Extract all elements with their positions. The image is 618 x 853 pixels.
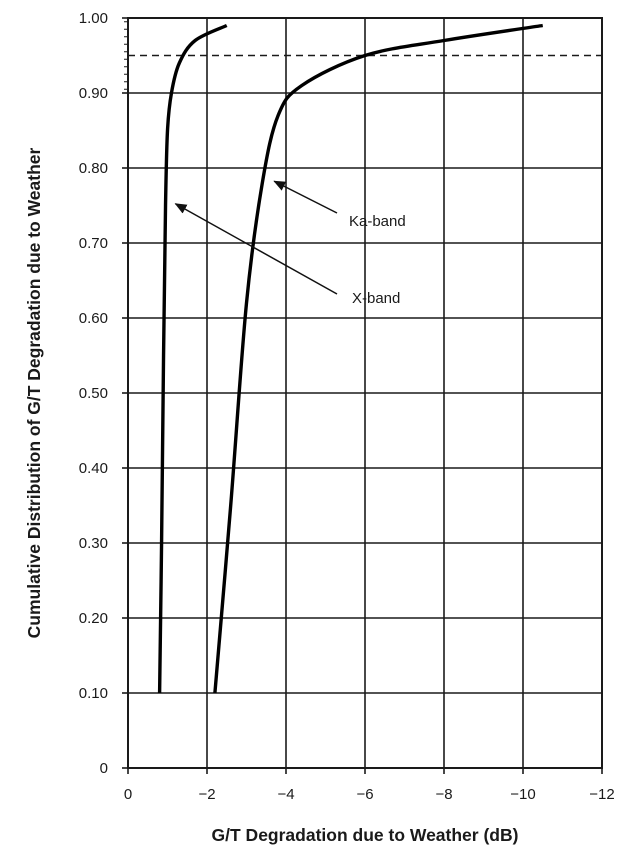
ticks (122, 17, 603, 774)
x-tick-label: −2 (198, 786, 215, 803)
x-tick-label: 0 (124, 786, 132, 803)
x-band-line (157, 23, 228, 694)
tick-labels: 0 −2 −4 −6 −8 −10 −12 0 0.10 0.20 0.30 0.40 0.50 0.60… (79, 10, 615, 803)
y-tick-label: 0.20 (79, 610, 108, 627)
plot-frame (127, 17, 603, 769)
y-tick-label: 0 (100, 760, 108, 777)
ka-band-arrow (273, 180, 338, 214)
y-tick-label: 0.30 (79, 535, 108, 552)
x-band-arrow (174, 203, 338, 295)
y-tick-label: 0.60 (79, 310, 108, 327)
y-axis-title: Cumulative Distribution of G/T Degradati… (24, 147, 44, 638)
annotations: Ka-band X-band (174, 180, 406, 307)
x-tick-label: −10 (510, 786, 535, 803)
y-tick-label: 0.50 (79, 385, 108, 402)
x-tick-label: −6 (356, 786, 373, 803)
series-group (157, 23, 544, 694)
x-tick-label: −4 (277, 786, 294, 803)
ka-band-line (213, 23, 544, 694)
y-tick-label: 0.70 (79, 235, 108, 252)
y-tick-label: 0.40 (79, 460, 108, 477)
ka-band-label: Ka-band (349, 213, 406, 230)
y-tick-label: 0.10 (79, 685, 108, 702)
y-tick-label: 0.90 (79, 85, 108, 102)
x-tick-label: −12 (589, 786, 614, 803)
x-axis-title: G/T Degradation due to Weather (dB) (212, 825, 519, 845)
y-tick-label: 0.80 (79, 160, 108, 177)
grid (128, 18, 602, 768)
y-tick-label: 1.00 (79, 10, 108, 27)
x-tick-label: −8 (435, 786, 452, 803)
x-band-label: X-band (352, 290, 400, 307)
